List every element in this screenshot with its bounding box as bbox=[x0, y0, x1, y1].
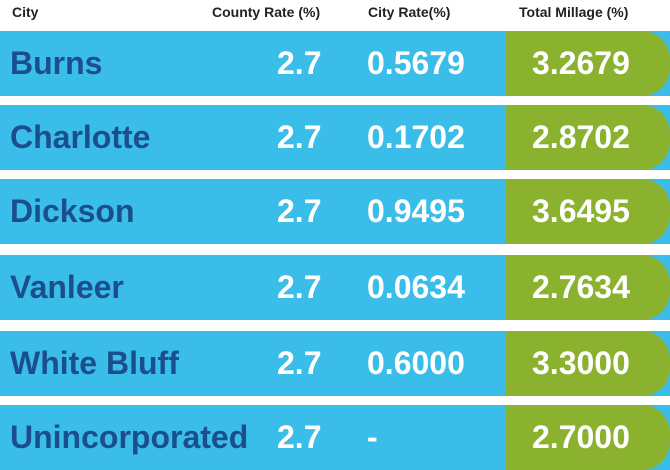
city-name: Charlotte bbox=[10, 119, 151, 155]
city-rate-value: 0.1702 bbox=[367, 119, 465, 155]
total-millage-value: 2.7000 bbox=[532, 419, 630, 455]
city-rate-value: - bbox=[367, 419, 378, 455]
total-millage-value: 3.6495 bbox=[532, 193, 630, 229]
county-rate-value: 2.7 bbox=[277, 419, 322, 455]
header-total-millage: Total Millage (%) bbox=[519, 4, 629, 20]
table-row: Unincorporated 2.7 - 2.7000 bbox=[0, 405, 670, 470]
county-rate-value: 2.7 bbox=[277, 269, 322, 305]
table-row: White Bluff 2.7 0.6000 3.3000 bbox=[0, 331, 670, 396]
total-millage-value: 2.8702 bbox=[532, 119, 630, 155]
city-rate-value: 0.5679 bbox=[367, 45, 465, 81]
city-name: Vanleer bbox=[10, 269, 124, 305]
table-row: Burns 2.7 0.5679 3.2679 bbox=[0, 31, 670, 96]
county-rate-value: 2.7 bbox=[277, 193, 322, 229]
county-rate-value: 2.7 bbox=[277, 119, 322, 155]
city-name: White Bluff bbox=[10, 345, 179, 381]
county-rate-value: 2.7 bbox=[277, 345, 322, 381]
city-rate-value: 0.6000 bbox=[367, 345, 465, 381]
total-millage-value: 3.3000 bbox=[532, 345, 630, 381]
table-row: Dickson 2.7 0.9495 3.6495 bbox=[0, 179, 670, 244]
city-name: Unincorporated bbox=[10, 419, 249, 455]
city-rate-value: 0.9495 bbox=[367, 193, 465, 229]
table-row: Vanleer 2.7 0.0634 2.7634 bbox=[0, 255, 670, 320]
total-millage-value: 2.7634 bbox=[532, 269, 630, 305]
table-header: City County Rate (%) City Rate(%) Total … bbox=[0, 0, 670, 30]
header-county-rate: County Rate (%) bbox=[212, 4, 321, 20]
city-rate-value: 0.0634 bbox=[367, 269, 465, 305]
total-millage-value: 3.2679 bbox=[532, 45, 630, 81]
city-name: Dickson bbox=[10, 193, 135, 229]
city-name: Burns bbox=[10, 45, 103, 81]
header-city-rate: City Rate(%) bbox=[368, 4, 451, 20]
table-row: Charlotte 2.7 0.1702 2.8702 bbox=[0, 105, 670, 170]
header-city: City bbox=[12, 4, 39, 20]
county-rate-value: 2.7 bbox=[277, 45, 322, 81]
